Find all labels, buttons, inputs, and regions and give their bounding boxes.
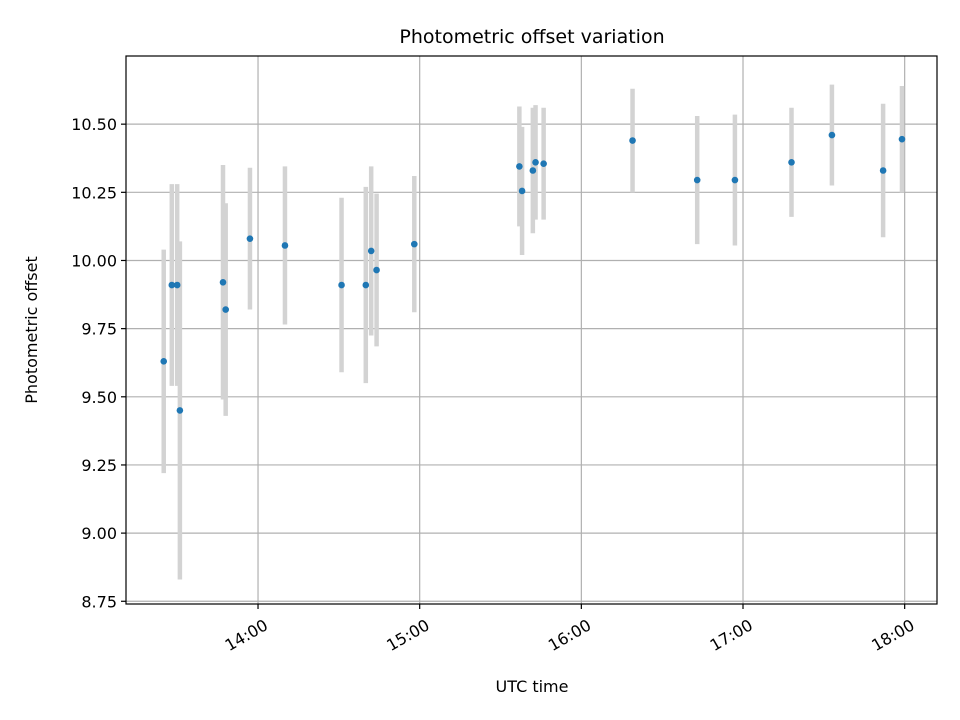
data-point: [173, 281, 181, 289]
y-tick-label: 10.50: [71, 115, 117, 134]
data-point: [516, 163, 523, 170]
data-point: [219, 278, 227, 286]
data-point: [529, 167, 537, 174]
y-axis-label: Photometric offset: [22, 256, 41, 404]
data-point: [532, 159, 539, 166]
y-tick-label: 9.75: [81, 320, 117, 339]
data-point: [898, 135, 906, 143]
data-point: [828, 131, 836, 139]
chart-title: Photometric offset variation: [399, 26, 664, 48]
y-tick-label: 9.50: [81, 388, 117, 407]
data-point: [176, 407, 184, 414]
data-point: [367, 247, 375, 255]
grid-layer: [126, 56, 937, 604]
data-point: [338, 281, 345, 289]
data-point: [281, 242, 289, 249]
data-point: [160, 358, 168, 365]
data-point: [518, 187, 526, 195]
data-point: [373, 266, 380, 274]
data-point: [693, 176, 701, 184]
data-point: [168, 281, 176, 289]
y-tick-label: 9.00: [81, 524, 117, 543]
data-point: [731, 176, 739, 184]
data-point: [879, 167, 887, 174]
y-tick-label: 9.25: [81, 456, 117, 475]
x-axis-label: UTC time: [496, 677, 569, 696]
y-tick-label: 8.75: [81, 592, 117, 611]
plot-frame: [125, 55, 938, 605]
data-point: [540, 160, 547, 167]
y-tick-label: 10.25: [71, 183, 117, 202]
y-tick-label: 10.00: [71, 251, 117, 270]
data-point: [222, 306, 229, 313]
point-layer: [160, 131, 906, 414]
data-point: [362, 281, 370, 289]
data-point: [788, 159, 795, 166]
data-point: [629, 137, 636, 144]
data-point: [410, 240, 418, 248]
data-point: [246, 235, 254, 242]
